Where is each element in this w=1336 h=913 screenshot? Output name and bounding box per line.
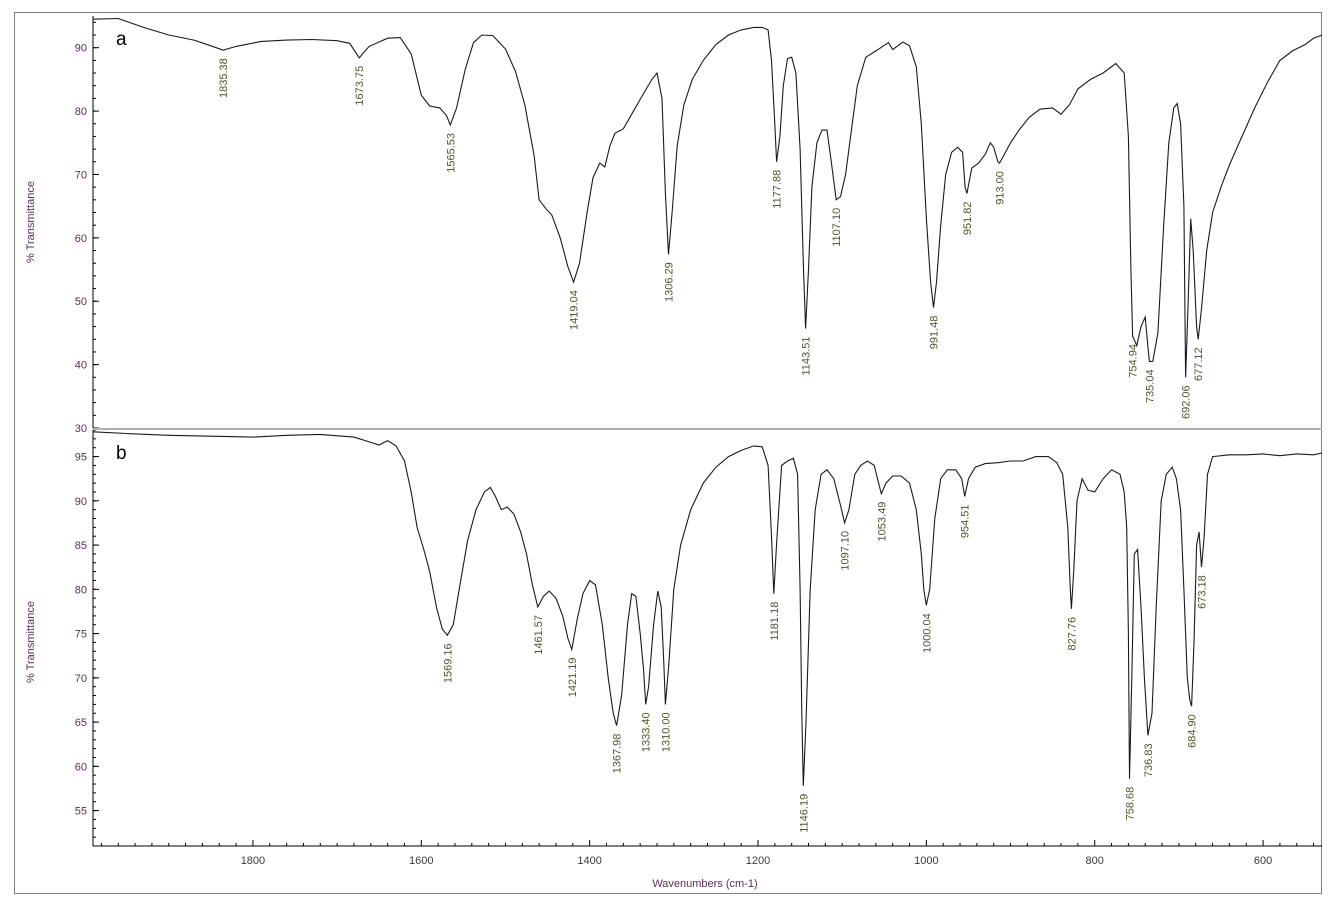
peak-label: 1097.10 [840, 531, 852, 571]
y-axis-title-a: % Transmittance [25, 181, 37, 263]
peak-label: 1143.51 [801, 337, 813, 376]
peak-label: 1421.19 [567, 657, 579, 697]
peak-label: 754.94 [1128, 344, 1140, 378]
y-tick-label: 60 [75, 761, 87, 773]
peak-label: 1181.18 [769, 602, 781, 641]
panel-letter-a: a [116, 29, 127, 50]
spectrum-panel-b: 55 60 65 70 75 80 85 90 95 % Transmittance b 1800 16… [25, 429, 1323, 867]
spectrum-line-a [92, 17, 1323, 378]
peak-label: 1306.29 [664, 262, 676, 302]
x-tick-label: 1000 [914, 855, 938, 867]
y-axis-title-b: % Transmittance [25, 601, 37, 683]
peak-label: 1000.04 [921, 613, 933, 653]
y-tick-label: 70 [75, 169, 87, 181]
y-tick-label: 60 [75, 233, 87, 245]
x-tick-label: 1400 [577, 855, 601, 867]
peak-label: 954.51 [960, 504, 972, 538]
y-tick-label: 50 [75, 296, 87, 308]
peak-label: 1146.19 [798, 794, 810, 833]
peak-label: 827.76 [1066, 617, 1078, 651]
x-tick-label: 600 [1254, 855, 1272, 867]
peak-label: 692.06 [1181, 385, 1193, 419]
peak-label: 735.04 [1144, 369, 1156, 403]
peak-label: 1565.53 [445, 133, 457, 173]
y-tick-label: 90 [75, 496, 87, 508]
peak-label: 1367.98 [612, 734, 624, 774]
spectrum-panel-a: 30 40 50 60 70 80 90 % Transmittance a 1835.38 167… [25, 16, 1323, 435]
peak-label: 913.00 [995, 171, 1007, 205]
peak-label: 1673.75 [354, 66, 366, 106]
x-tick-label: 800 [1086, 855, 1104, 867]
y-tick-label: 70 [75, 673, 87, 685]
peak-label: 1835.38 [218, 58, 230, 98]
peak-label: 1569.16 [442, 643, 454, 683]
peak-label: 736.83 [1143, 743, 1155, 777]
peak-label: 1419.04 [569, 290, 581, 330]
peak-label: 1053.49 [876, 502, 888, 542]
y-tick-label: 30 [75, 423, 87, 435]
y-tick-label: 75 [75, 629, 87, 641]
y-tick-label: 40 [75, 360, 87, 372]
peak-label: 1333.40 [641, 712, 653, 752]
x-tick-label: 1600 [409, 855, 433, 867]
peak-label: 758.68 [1125, 787, 1137, 821]
y-tick-label: 80 [75, 584, 87, 596]
x-tick-label: 1200 [746, 855, 770, 867]
peak-label: 684.90 [1187, 714, 1199, 748]
x-axis-title: Wavenumbers (cm-1) [652, 878, 757, 890]
y-tick-label: 90 [75, 43, 87, 55]
peak-label: 677.12 [1193, 347, 1205, 381]
peak-label: 673.18 [1196, 575, 1208, 609]
y-tick-label: 85 [75, 540, 87, 552]
peak-label: 1310.00 [660, 712, 672, 752]
peak-label: 1177.88 [772, 170, 784, 209]
peak-label: 1107.10 [831, 208, 843, 247]
y-tick-label: 55 [75, 806, 87, 818]
x-tick-label: 1800 [241, 855, 265, 867]
spectrum-line-b [92, 431, 1323, 786]
peak-label: 1461.57 [533, 615, 545, 655]
panel-letter-b: b [116, 443, 127, 464]
y-tick-label: 80 [75, 106, 87, 118]
y-tick-label: 95 [75, 452, 87, 464]
peak-label: 951.82 [962, 201, 974, 235]
y-tick-label: 65 [75, 717, 87, 729]
peak-label: 991.48 [928, 316, 940, 350]
